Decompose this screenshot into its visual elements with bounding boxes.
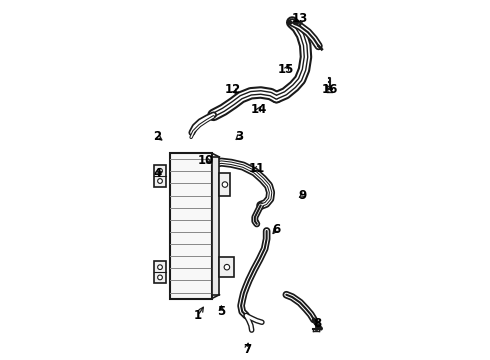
Text: 7: 7 (243, 342, 251, 356)
Text: 13: 13 (292, 12, 308, 25)
Text: 4: 4 (153, 167, 161, 180)
FancyBboxPatch shape (220, 257, 234, 277)
Circle shape (158, 275, 162, 280)
Text: 12: 12 (225, 83, 241, 96)
Text: 6: 6 (272, 222, 281, 235)
Text: 9: 9 (298, 189, 306, 202)
Text: 5: 5 (217, 305, 225, 318)
Text: 16: 16 (321, 83, 338, 96)
Circle shape (158, 168, 162, 173)
Circle shape (158, 265, 162, 270)
Text: 10: 10 (197, 154, 214, 167)
Bar (170, 153, 212, 299)
FancyBboxPatch shape (154, 165, 166, 186)
Text: 11: 11 (249, 162, 265, 175)
Circle shape (224, 265, 230, 270)
FancyBboxPatch shape (154, 261, 166, 283)
Text: 3: 3 (235, 130, 243, 143)
Text: 14: 14 (250, 103, 267, 116)
FancyBboxPatch shape (220, 173, 230, 196)
Bar (212, 157, 220, 295)
Text: 1: 1 (194, 309, 202, 322)
Text: 8: 8 (314, 317, 322, 330)
Circle shape (222, 182, 228, 187)
Circle shape (158, 179, 162, 183)
Text: 2: 2 (153, 130, 161, 143)
Text: 15: 15 (278, 63, 294, 76)
